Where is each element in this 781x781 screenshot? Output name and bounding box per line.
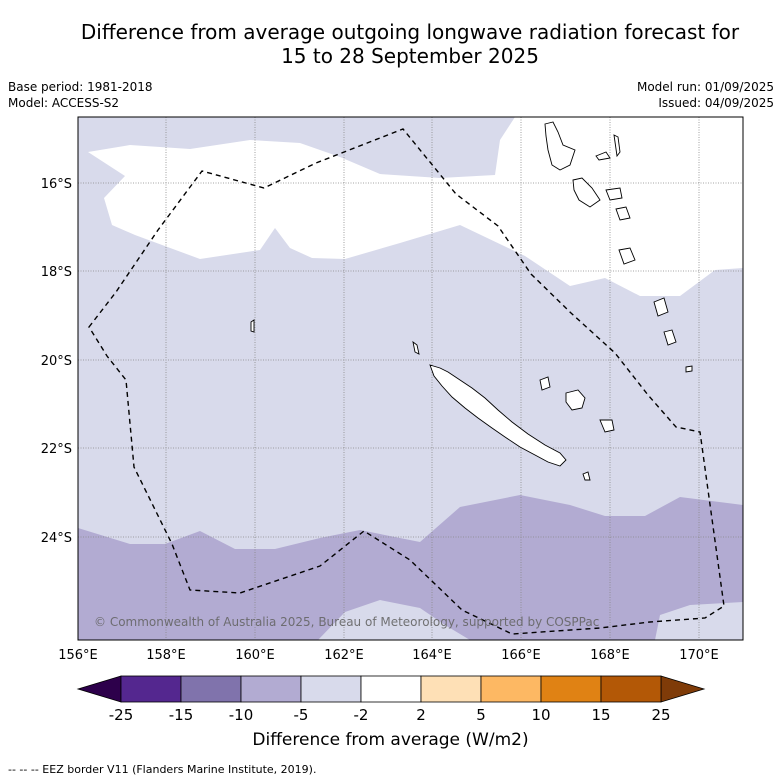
map-frame (77, 116, 744, 641)
lon-labels: 156°E 158°E 160°E 162°E 164°E 166°E 168°… (58, 648, 719, 663)
anomaly-region-mild-east (655, 602, 743, 640)
base-period: Base period: 1981-2018 (8, 80, 153, 94)
title-line-2: 15 to 28 September 2025 (281, 44, 539, 68)
lat-label: 24°S (41, 531, 72, 546)
vanuatu-ambrym (605, 187, 623, 201)
colorbar-tick: 10 (531, 706, 550, 724)
eez-border (88, 128, 725, 635)
lon-label: 156°E (58, 648, 98, 663)
colorbar-tick: -15 (169, 706, 194, 724)
chart-title: Difference from average outgoing longwav… (0, 20, 781, 68)
colorbar-over-arrow (660, 675, 706, 703)
colorbar-tick: 15 (591, 706, 610, 724)
anomaly-region-low (78, 495, 743, 640)
vanuatu-efate (615, 206, 631, 221)
hunter-island (685, 365, 693, 373)
colorbar-swatch (360, 675, 422, 703)
belep-island (412, 340, 420, 355)
loyalty-island-ouvea (539, 376, 551, 391)
colorbar-swatch (240, 675, 302, 703)
meta-left: Base period: 1981-2018 Model: ACCESS-S2 (8, 79, 153, 111)
map-area (78, 117, 743, 640)
lon-label: 162°E (324, 648, 364, 663)
colorbar-ticks: -25 -15 -10 -5 -2 2 5 10 15 25 (109, 706, 671, 724)
vanuatu-erromango (618, 247, 636, 265)
colorbar-swatch (540, 675, 602, 703)
copyright-note: © Commonwealth of Australia 2025, Bureau… (94, 615, 599, 629)
lon-label: 168°E (590, 648, 630, 663)
colorbar-swatch (600, 675, 662, 703)
gridlines (78, 117, 743, 640)
matthew-island (663, 329, 677, 346)
colorbar-swatch (180, 675, 242, 703)
colorbar-swatch (120, 675, 182, 703)
colorbar-tick: 2 (416, 706, 426, 724)
loyalty-island-lifou (565, 389, 586, 411)
colorbar-swatch (300, 675, 362, 703)
lon-label: 164°E (412, 648, 452, 663)
colorbar-tick: 25 (651, 706, 670, 724)
land-outlines (250, 121, 693, 481)
lon-label: 166°E (501, 648, 541, 663)
colorbar-tick: -2 (354, 706, 369, 724)
lat-label: 22°S (41, 442, 72, 457)
colorbar-swatch (420, 675, 482, 703)
lat-label: 20°S (41, 354, 72, 369)
colorbar-under-arrow (76, 675, 122, 703)
isle-of-pines (582, 471, 591, 481)
colorbar-tick: -25 (109, 706, 134, 724)
lat-labels: 16°S 18°S 20°S 22°S 24°S (41, 177, 72, 546)
vanuatu-ambae (595, 151, 611, 161)
new-caledonia-island (429, 364, 567, 467)
lat-label: 18°S (41, 265, 72, 280)
lon-label: 158°E (146, 648, 186, 663)
lon-label: 160°E (235, 648, 275, 663)
lat-label: 16°S (41, 177, 72, 192)
eez-legend-note: -- -- -- EEZ border V11 (Flanders Marine… (8, 763, 317, 776)
vanuatu-santo (544, 121, 576, 171)
vanuatu-malekula (572, 177, 601, 208)
colorbar (76, 675, 706, 703)
chesterfield-reef (250, 319, 255, 333)
colorbar-tick: -10 (229, 706, 254, 724)
vanuatu-maewo (613, 134, 621, 158)
model-name: Model: ACCESS-S2 (8, 96, 120, 110)
meta-right: Model run: 01/09/2025 Issued: 04/09/2025 (637, 79, 774, 111)
colorbar-tick: -5 (294, 706, 309, 724)
issued-date: Issued: 04/09/2025 (658, 96, 774, 110)
anomaly-region-neutral (88, 117, 743, 296)
loyalty-island-mare (599, 419, 615, 433)
colorbar-tick: 5 (476, 706, 486, 724)
vanuatu-aneityum (653, 297, 669, 317)
colorbar-label: Difference from average (W/m2) (252, 730, 529, 750)
model-run: Model run: 01/09/2025 (636, 80, 774, 94)
colorbar-swatch (480, 675, 542, 703)
title-line-1: Difference from average outgoing longwav… (80, 20, 740, 44)
lon-label: 170°E (679, 648, 719, 663)
